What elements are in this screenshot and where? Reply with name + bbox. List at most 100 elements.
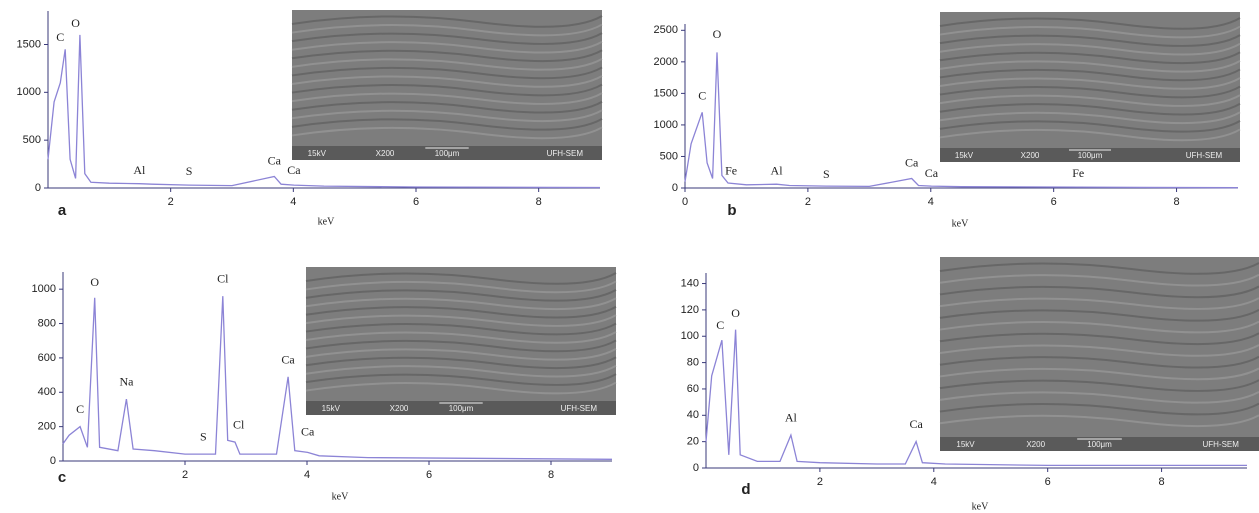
sem-texture <box>305 288 617 302</box>
sem-texture <box>939 273 1259 287</box>
peak-label: Ca <box>925 166 939 180</box>
x-tick-label: 2 <box>805 196 811 208</box>
sem-texture <box>939 51 1241 65</box>
y-tick-label: 60 <box>687 383 699 395</box>
x-tick-label: 8 <box>548 469 554 481</box>
x-tick-label: 8 <box>1173 196 1179 208</box>
y-tick-label: 1500 <box>17 38 41 50</box>
sem-caption: 100μm <box>1078 151 1103 160</box>
sem-texture <box>939 17 1241 30</box>
panel-label: c <box>58 469 66 486</box>
sem-texture <box>939 344 1259 357</box>
sem-texture <box>291 40 603 54</box>
y-tick-label: 500 <box>660 150 678 162</box>
sem-texture <box>305 381 617 395</box>
y-tick-label: 500 <box>23 134 41 146</box>
peak-label: O <box>713 27 722 41</box>
peak-label: Na <box>119 375 134 389</box>
sem-texture <box>291 23 603 37</box>
sem-texture <box>305 373 617 386</box>
peak-label: Ca <box>287 163 301 177</box>
sem-caption: UFH-SEM <box>561 404 598 413</box>
sem-caption-bar <box>940 148 1240 162</box>
peak-label: O <box>731 306 740 320</box>
spectrum-line <box>47 34 601 189</box>
sem-caption: X200 <box>376 149 395 158</box>
sem-texture <box>939 297 1259 310</box>
sem-caption-bar <box>306 401 616 415</box>
sem-texture <box>305 356 617 370</box>
y-tick-label: 0 <box>672 182 678 194</box>
x-tick-label: 0 <box>682 196 688 208</box>
peak-label: C <box>56 30 64 44</box>
panel-label: d <box>741 481 750 498</box>
sem-texture <box>305 280 617 294</box>
peak-label: O <box>71 16 80 30</box>
x-tick-label: 2 <box>182 469 188 481</box>
y-tick-label: 800 <box>38 317 56 329</box>
x-tick-label: 8 <box>536 196 542 208</box>
sem-texture <box>939 355 1259 369</box>
sem-texture <box>939 402 1259 416</box>
sem-texture <box>291 66 603 80</box>
sem-texture <box>291 49 603 63</box>
peak-label: Ca <box>268 154 282 168</box>
sem-caption: 15kV <box>955 151 974 160</box>
sem-texture <box>291 100 603 114</box>
peak-label: C <box>76 402 84 416</box>
y-tick-label: 1500 <box>654 87 678 99</box>
sem-texture <box>291 57 603 71</box>
sem-texture <box>305 297 617 311</box>
sem-texture <box>939 59 1241 73</box>
sem-texture <box>305 347 617 361</box>
y-tick-label: 1000 <box>17 86 41 98</box>
peak-label: Cl <box>217 271 229 285</box>
sem-texture <box>291 109 603 123</box>
spectrum-line <box>705 329 1247 467</box>
y-tick-label: 0 <box>693 462 699 474</box>
x-tick-label: 6 <box>1045 476 1051 488</box>
sem-texture <box>939 119 1241 133</box>
sem-texture <box>939 128 1241 142</box>
sem-caption-bar <box>292 146 602 160</box>
sem-texture <box>939 262 1259 275</box>
sem-texture <box>305 322 617 336</box>
y-tick-label: 120 <box>681 304 699 316</box>
sem-texture <box>939 308 1259 322</box>
sem-texture <box>291 32 603 45</box>
peak-label: Al <box>785 410 798 424</box>
sem-caption: X200 <box>390 404 409 413</box>
sem-texture <box>291 92 603 105</box>
peak-label: Cl <box>233 418 245 432</box>
peak-label: Ca <box>301 424 315 438</box>
y-tick-label: 20 <box>687 436 699 448</box>
panel-label: a <box>58 202 67 219</box>
sem-texture <box>939 34 1241 47</box>
peak-label: C <box>698 89 706 103</box>
sem-texture <box>939 94 1241 107</box>
x-axis-label: keV <box>952 218 969 229</box>
x-tick-label: 6 <box>413 196 419 208</box>
peak-label: C <box>716 318 724 332</box>
y-tick-label: 2000 <box>654 56 678 68</box>
y-tick-label: 140 <box>681 277 699 289</box>
sem-texture <box>305 305 617 319</box>
x-tick-label: 6 <box>426 469 432 481</box>
y-tick-label: 200 <box>38 421 56 433</box>
x-tick-label: 4 <box>931 476 937 488</box>
sem-caption: UFH-SEM <box>1186 151 1223 160</box>
peak-label: Fe <box>725 164 737 178</box>
sem-texture <box>939 390 1259 404</box>
sem-texture <box>305 364 617 378</box>
peak-label: Ca <box>281 352 295 366</box>
sem-caption: 100μm <box>1087 440 1112 449</box>
sem-texture <box>305 339 617 353</box>
sem-texture <box>939 68 1241 82</box>
x-tick-label: 4 <box>304 469 310 481</box>
y-tick-label: 2500 <box>654 24 678 36</box>
peak-label: S <box>823 167 830 181</box>
sem-caption: X200 <box>1026 440 1045 449</box>
x-tick-label: 4 <box>928 196 934 208</box>
sem-caption: UFH-SEM <box>1202 440 1239 449</box>
